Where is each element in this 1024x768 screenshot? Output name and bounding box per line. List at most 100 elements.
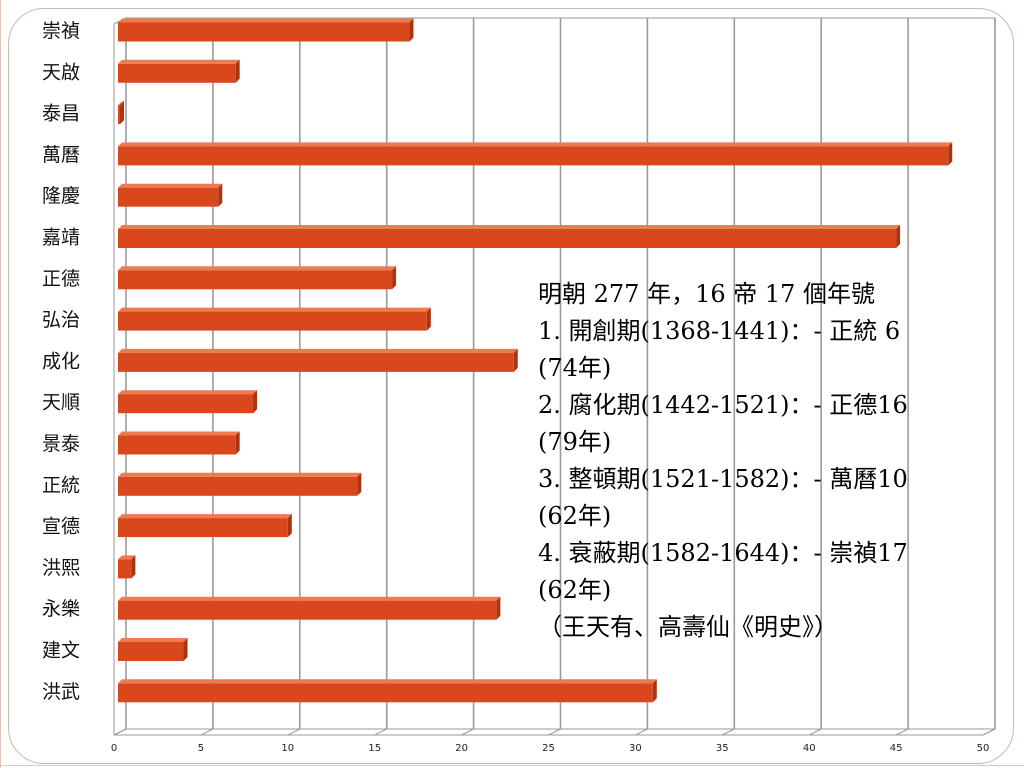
bar: [118, 476, 358, 496]
gridline-floor: [287, 728, 301, 736]
bar: [118, 187, 219, 207]
category-label: 宣德: [42, 516, 80, 538]
tick-layer: 0 5 10 15 20 25 30 35 40 45 50: [111, 743, 990, 754]
x-tick-label: 25: [542, 743, 555, 754]
gridline-floor: [461, 728, 474, 736]
category-label: 萬曆: [42, 144, 80, 166]
category-label: 永樂: [42, 598, 80, 620]
annotation-line: 3. 整頓期(1521-1582)：- 萬曆10: [538, 465, 908, 493]
annotation-line: (62年): [538, 576, 612, 604]
x-tick-label: 35: [716, 743, 729, 754]
x-tick-label: 10: [281, 743, 294, 754]
annotation-line: （王天有、高壽仙《明史》）: [538, 613, 838, 641]
annotation-text: 明朝 277 年，16 帝 17 個年號 1. 開創期(1368-1441)：-…: [538, 276, 998, 646]
x-tick-label: 50: [977, 743, 990, 754]
bar-top: [118, 18, 414, 23]
bar-side: [235, 431, 240, 455]
category-label: 弘治: [42, 309, 80, 331]
bar-top: [118, 638, 188, 642]
bar-top: [118, 514, 292, 519]
bar-side: [183, 638, 188, 661]
bar-top: [118, 142, 953, 147]
grid-layer: [113, 17, 996, 736]
bar: [118, 352, 514, 372]
bar: [118, 600, 497, 620]
bar: [118, 518, 288, 538]
gridline-floor: [635, 728, 648, 736]
bar: [118, 22, 410, 42]
bar-side: [253, 390, 258, 414]
category-label: 嘉靖: [42, 227, 80, 249]
bar-top: [118, 431, 240, 436]
category-label: 建文: [42, 640, 80, 662]
bar-top: [118, 59, 240, 64]
bar-side: [120, 101, 124, 125]
annotation-line: (79年): [538, 428, 612, 456]
bar-top: [118, 555, 136, 560]
slide-frame: [8, 8, 1014, 764]
gridline-floor: [722, 728, 735, 736]
bar: [118, 559, 132, 579]
bar: [118, 642, 184, 661]
x-tick-label: 0: [111, 743, 117, 754]
bar: [118, 683, 653, 703]
bar-side: [235, 59, 240, 83]
bar-top: [118, 101, 124, 106]
bar-top: [118, 472, 362, 477]
x-tick-label: 5: [198, 743, 204, 754]
bar: [118, 229, 897, 248]
category-label: 洪熙: [42, 557, 80, 579]
bar: [118, 394, 254, 414]
bar: [118, 105, 120, 125]
bar-top: [118, 596, 501, 601]
bar-side: [426, 307, 431, 331]
annotation-line: 1. 開創期(1368-1441)：- 正統 6: [538, 317, 901, 345]
category-label: 正德: [42, 268, 80, 290]
bar-top: [118, 266, 397, 271]
x-tick-label: 15: [368, 743, 381, 754]
bar-side: [218, 183, 223, 207]
bar: [118, 146, 949, 166]
category-label: 天順: [42, 392, 80, 414]
annotation-line: 4. 衰蔽期(1582-1644)：- 崇禎17: [538, 539, 908, 567]
annotation-line: (62年): [538, 502, 612, 530]
bar-top: [118, 679, 657, 684]
category-label: 天啟: [42, 61, 80, 83]
bar-side: [409, 18, 414, 42]
corner-decoration: [0, 0, 1, 768]
gridline-floor: [982, 728, 996, 736]
gridline-floor: [808, 728, 822, 736]
bar-side: [392, 266, 397, 290]
bar-layer: [118, 18, 953, 703]
bar-top: [118, 183, 223, 188]
bar-side: [513, 348, 518, 372]
bar-side: [948, 142, 953, 166]
bar-side: [357, 472, 362, 496]
gridline-floor: [374, 728, 387, 736]
category-label: 景泰: [42, 433, 80, 455]
gridline-floor: [548, 728, 561, 736]
category-label: 崇禎: [42, 20, 80, 42]
annotation-line: (74年): [538, 354, 612, 382]
bar-side: [496, 596, 501, 620]
bar: [118, 270, 393, 290]
x-tick-label: 45: [890, 743, 903, 754]
category-label: 隆慶: [42, 185, 80, 207]
bar-side: [896, 225, 901, 248]
annotation-line: 明朝 277 年，16 帝 17 個年號: [538, 280, 876, 308]
bar-top: [118, 390, 258, 395]
bar-side: [287, 514, 292, 538]
annotation-line: 2. 腐化期(1442-1521)：- 正德16: [538, 391, 908, 419]
category-label: 成化: [42, 350, 80, 372]
x-tick-label: 40: [803, 743, 816, 754]
bar-top: [118, 225, 901, 229]
x-tick-label: 20: [455, 743, 468, 754]
bar-top: [118, 348, 518, 353]
bar-side: [131, 555, 136, 579]
category-label: 泰昌: [42, 103, 80, 125]
x-tick-label: 30: [629, 743, 642, 754]
bar: [118, 435, 236, 455]
category-label: 洪武: [42, 681, 80, 703]
